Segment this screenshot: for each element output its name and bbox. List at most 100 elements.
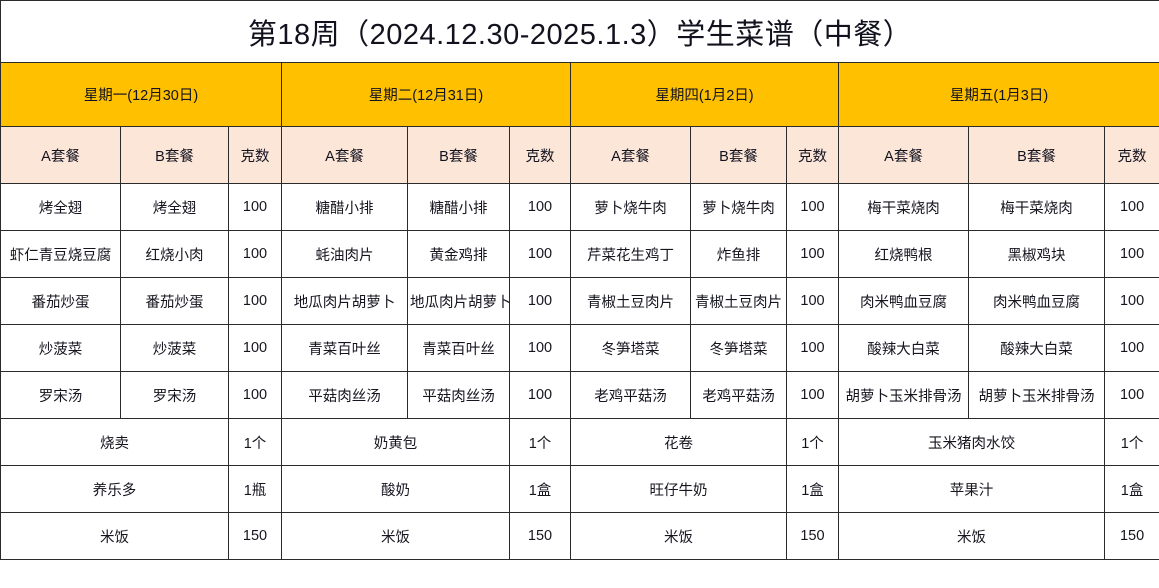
gram-cell: 100 [228, 230, 282, 278]
table-row-drink: 养乐多 1瓶 酸奶 1盒 旺仔牛奶 1盒 苹果汁 1盒 [0, 465, 1159, 513]
gram-cell: 100 [786, 230, 839, 278]
dish-cell: 酸辣大白菜 [838, 324, 969, 372]
gram-cell: 100 [1103, 277, 1159, 325]
extra-item-cell: 旺仔牛奶 [570, 465, 787, 513]
gram-cell: 1个 [1103, 418, 1159, 466]
table-row: 虾仁青豆烧豆腐 红烧小肉 100 蚝油肉片 黄金鸡排 100 芹菜花生鸡丁 炸鱼… [0, 230, 1159, 278]
dish-cell: 番茄炒蛋 [0, 277, 121, 325]
dish-cell: 冬笋塔菜 [690, 324, 787, 372]
dish-cell: 罗宋汤 [120, 371, 229, 419]
subheader-friday-grams: 克数 [1103, 126, 1159, 184]
extra-item-cell: 米饭 [281, 512, 510, 560]
day-header-row: 星期一(12月30日) 星期二(12月31日) 星期四(1月2日) 星期五(1月… [0, 62, 1159, 127]
gram-cell: 100 [509, 277, 571, 325]
table-row: 炒菠菜 炒菠菜 100 青菜百叶丝 青菜百叶丝 100 冬笋塔菜 冬笋塔菜 10… [0, 324, 1159, 372]
dish-cell: 黑椒鸡块 [968, 230, 1105, 278]
dish-cell: 烤全翅 [120, 183, 229, 231]
dish-cell: 平菇肉丝汤 [281, 371, 408, 419]
subheader-monday-set-a: A套餐 [0, 126, 121, 184]
gram-cell: 100 [228, 183, 282, 231]
subheader-monday-set-b: B套餐 [120, 126, 229, 184]
gram-cell: 100 [228, 324, 282, 372]
extra-item-cell: 奶黄包 [281, 418, 510, 466]
dish-cell: 糖醋小排 [281, 183, 408, 231]
dish-cell: 罗宋汤 [0, 371, 121, 419]
day-header-thursday: 星期四(1月2日) [570, 62, 839, 127]
gram-cell: 100 [786, 277, 839, 325]
dish-cell: 虾仁青豆烧豆腐 [0, 230, 121, 278]
dish-cell: 红烧鸭根 [838, 230, 969, 278]
gram-cell: 100 [228, 371, 282, 419]
day-header-friday: 星期五(1月3日) [837, 62, 1159, 127]
gram-cell: 100 [786, 183, 839, 231]
dish-cell: 肉米鸭血豆腐 [968, 277, 1105, 325]
dish-cell: 番茄炒蛋 [120, 277, 229, 325]
subheader-tuesday-set-a: A套餐 [281, 126, 408, 184]
subheader-thursday-set-a: A套餐 [570, 126, 691, 184]
gram-cell: 100 [509, 371, 571, 419]
sub-header-row: A套餐 B套餐 克数 A套餐 B套餐 克数 A套餐 B套餐 克数 A套餐 B套餐… [0, 126, 1159, 184]
dish-cell: 青椒土豆肉片 [570, 277, 691, 325]
dish-cell: 烤全翅 [0, 183, 121, 231]
extra-item-cell: 玉米猪肉水饺 [838, 418, 1105, 466]
gram-cell: 100 [1103, 230, 1159, 278]
dish-cell: 胡萝卜玉米排骨汤 [838, 371, 969, 419]
gram-cell: 100 [509, 230, 571, 278]
gram-cell: 1瓶 [228, 465, 282, 513]
gram-cell: 100 [1103, 324, 1159, 372]
dish-cell: 冬笋塔菜 [570, 324, 691, 372]
dish-cell: 地瓜肉片胡萝卜 [281, 277, 408, 325]
dish-cell: 蚝油肉片 [281, 230, 408, 278]
dish-cell: 老鸡平菇汤 [690, 371, 787, 419]
gram-cell: 1盒 [1103, 465, 1159, 513]
extra-item-cell: 米饭 [0, 512, 229, 560]
subheader-friday-set-b: B套餐 [968, 126, 1105, 184]
extra-item-cell: 米饭 [838, 512, 1105, 560]
gram-cell: 100 [786, 371, 839, 419]
extra-item-cell: 养乐多 [0, 465, 229, 513]
gram-cell: 150 [509, 512, 571, 560]
dish-cell: 青椒土豆肉片 [690, 277, 787, 325]
extra-item-cell: 酸奶 [281, 465, 510, 513]
dish-cell: 芹菜花生鸡丁 [570, 230, 691, 278]
dish-cell: 炸鱼排 [690, 230, 787, 278]
dish-cell: 萝卜烧牛肉 [570, 183, 691, 231]
dish-cell: 萝卜烧牛肉 [690, 183, 787, 231]
weekly-menu-table: 第18周（2024.12.30-2025.1.3）学生菜谱（中餐） 星期一(12… [0, 0, 1159, 560]
extra-item-cell: 烧卖 [0, 418, 229, 466]
page-title: 第18周（2024.12.30-2025.1.3）学生菜谱（中餐） [0, 0, 1159, 63]
extra-item-cell: 米饭 [570, 512, 787, 560]
extra-item-cell: 苹果汁 [838, 465, 1105, 513]
dish-cell: 青菜百叶丝 [281, 324, 408, 372]
dish-cell: 炒菠菜 [0, 324, 121, 372]
day-header-monday: 星期一(12月30日) [0, 62, 282, 127]
table-row-staple: 米饭 150 米饭 150 米饭 150 米饭 150 [0, 512, 1159, 560]
dish-cell: 肉米鸭血豆腐 [838, 277, 969, 325]
table-row: 罗宋汤 罗宋汤 100 平菇肉丝汤 平菇肉丝汤 100 老鸡平菇汤 老鸡平菇汤 … [0, 371, 1159, 419]
subheader-monday-grams: 克数 [228, 126, 282, 184]
subheader-friday-set-a: A套餐 [838, 126, 969, 184]
dish-cell: 老鸡平菇汤 [570, 371, 691, 419]
gram-cell: 1盒 [509, 465, 571, 513]
gram-cell: 150 [228, 512, 282, 560]
title-row: 第18周（2024.12.30-2025.1.3）学生菜谱（中餐） [0, 0, 1159, 63]
gram-cell: 100 [509, 324, 571, 372]
gram-cell: 100 [786, 324, 839, 372]
subheader-tuesday-grams: 克数 [509, 126, 571, 184]
gram-cell: 1个 [786, 418, 839, 466]
gram-cell: 100 [509, 183, 571, 231]
extra-item-cell: 花卷 [570, 418, 787, 466]
dish-cell: 梅干菜烧肉 [968, 183, 1105, 231]
table-row-snack: 烧卖 1个 奶黄包 1个 花卷 1个 玉米猪肉水饺 1个 [0, 418, 1159, 466]
dish-cell: 平菇肉丝汤 [407, 371, 510, 419]
dish-cell: 地瓜肉片胡萝卜 [407, 277, 510, 325]
table-row: 烤全翅 烤全翅 100 糖醋小排 糖醋小排 100 萝卜烧牛肉 萝卜烧牛肉 10… [0, 183, 1159, 231]
subheader-thursday-grams: 克数 [786, 126, 839, 184]
subheader-thursday-set-b: B套餐 [690, 126, 787, 184]
subheader-tuesday-set-b: B套餐 [407, 126, 510, 184]
table-row: 番茄炒蛋 番茄炒蛋 100 地瓜肉片胡萝卜 地瓜肉片胡萝卜 100 青椒土豆肉片… [0, 277, 1159, 325]
gram-cell: 1个 [228, 418, 282, 466]
dish-cell: 黄金鸡排 [407, 230, 510, 278]
dish-cell: 糖醋小排 [407, 183, 510, 231]
